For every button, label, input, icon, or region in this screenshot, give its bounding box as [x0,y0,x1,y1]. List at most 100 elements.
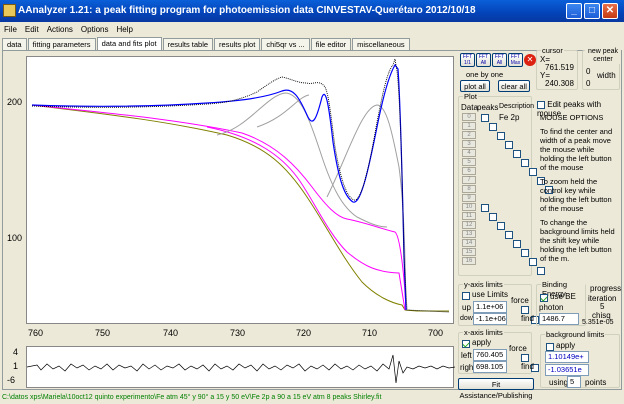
peak-row-checkbox[interactable] [489,122,497,131]
menu-help[interactable]: Help [116,24,133,34]
data-row-button[interactable]: 13 [462,230,476,238]
fit-all-2-icon[interactable]: FFT All [492,53,507,67]
mouse-options-p3: To change the background limits held the… [540,218,615,263]
peak-row-checkbox[interactable] [521,248,529,257]
window-title: AAnalyzer 1.21: a peak fitting program f… [18,5,476,16]
menu-actions[interactable]: Actions [46,24,73,34]
bg-limit-1-input[interactable]: 1.10149e+ [545,351,589,363]
data-row-button[interactable]: 0 [462,113,476,121]
tab-data[interactable]: data [2,38,27,50]
x-tick-700: 700 [428,328,444,338]
bg-apply-checkbox[interactable] [546,342,554,351]
peak-row-checkbox[interactable] [529,167,537,176]
menu-options[interactable]: Options [80,24,109,34]
fit-max-icon[interactable]: FFT Max [508,53,523,67]
peak-row-checkbox[interactable] [537,176,545,185]
data-row-button[interactable]: 6 [462,167,476,175]
fit-one-icon[interactable]: FFT 1/1 [460,53,475,67]
residual-plot[interactable]: 4 1 -6 [7,346,456,388]
menu-file[interactable]: File [4,24,17,34]
plot-all-button[interactable]: plot all [460,80,490,92]
maximize-button[interactable]: □ [584,3,600,19]
y-force-checkbox[interactable] [521,305,530,314]
peak-row-checkbox[interactable] [529,257,537,266]
y-use-limits-checkbox[interactable] [462,291,470,300]
peak-row-checkbox[interactable] [497,131,505,140]
edit-peaks-checkbox[interactable] [537,100,545,109]
fit-assistance-button[interactable]: Fit Assistance/Publishing [458,378,534,400]
background-title: background limits [545,330,606,339]
data-row-button[interactable]: 3 [462,140,476,148]
new-peak-width: 0 [586,79,591,88]
x-axis-limits-group: x-axis limits apply left 760.405 force r… [458,328,540,374]
y-axis-title: y-axis limits [463,280,504,289]
tab-chisqr-vs[interactable]: chi5qr vs ... [261,38,310,50]
data-row-button[interactable]: 11 [462,212,476,220]
app-icon [3,4,16,17]
binding-energy-group: Binding Energy use BE photon energy 1486… [536,280,586,326]
data-row-button[interactable]: 15 [462,248,476,256]
x-left-input[interactable]: 760.405 [473,349,507,361]
photon-energy-input[interactable]: 1486.7 [539,313,579,325]
tab-miscellaneous[interactable]: miscellaneous [352,38,410,50]
row-description: Fe 2p [499,113,520,122]
close-button[interactable]: ✕ [602,3,618,19]
data-row-button[interactable]: 8 [462,185,476,193]
new-peak-width-label: width [597,71,616,80]
peak-row-checkbox[interactable] [513,239,521,248]
peak-row-checkbox[interactable] [481,113,489,122]
x-force-checkbox[interactable] [521,353,530,362]
data-row-button[interactable]: 16 [462,257,476,265]
x-tick-740: 740 [163,328,179,338]
peak-row-checkbox[interactable] [521,158,529,167]
fit-toolbar: FFT 1/1 FFT All FFT All FFT Max ✕ [460,53,536,67]
peak-row-checkbox[interactable] [537,266,545,275]
peak-row-checkbox[interactable] [505,140,513,149]
minimize-button[interactable]: _ [566,3,582,19]
data-row-button[interactable]: 2 [462,131,476,139]
bg-points-label: points [585,378,607,387]
x-apply-checkbox[interactable] [462,339,470,348]
x-right-input[interactable]: 698.105 [473,361,507,373]
data-row-button[interactable]: 9 [462,194,476,202]
y-find-checkbox[interactable] [531,315,540,324]
menu-bar: File Edit Actions Options Help [0,22,624,36]
tab-results-table[interactable]: results table [162,38,214,50]
data-row-button[interactable]: 7 [462,176,476,184]
menu-edit[interactable]: Edit [24,24,39,34]
data-row-button[interactable]: 14 [462,239,476,247]
new-peak-box: new peak center 0 width 0 [582,48,621,90]
clear-all-button[interactable]: clear all [498,80,530,92]
peak-row-checkbox[interactable] [505,230,513,239]
tab-data-and-fits-plot[interactable]: data and fits plot [96,37,162,51]
x-right-label: right [460,363,476,372]
tab-file-editor[interactable]: file editor [310,38,352,50]
peak-row-checkbox[interactable] [513,149,521,158]
spectrum-plot[interactable]: 200 100 [7,56,454,324]
data-row-button[interactable]: 1 [462,122,476,130]
stop-icon[interactable]: ✕ [524,54,536,66]
data-row-button[interactable]: 4 [462,149,476,157]
data-row-button[interactable]: 5 [462,158,476,166]
progress-box: progress iteration 5 chisq 5.351e-05 [582,284,622,326]
tab-results-plot[interactable]: results plot [214,38,261,50]
peak-row-checkbox[interactable] [497,221,505,230]
y-down-input[interactable]: -1.1e+06 [473,313,507,325]
chisq-value: 5.351e-05 [582,319,614,326]
x-tick-760: 760 [28,328,44,338]
tab-fitting-parameters[interactable]: fitting parameters [27,38,96,50]
x-find-checkbox[interactable] [531,363,540,372]
data-row-button[interactable]: 12 [462,221,476,229]
bg-limit-2-input[interactable]: -1.03651e [545,364,589,376]
residual-svg [26,354,456,384]
use-be-checkbox[interactable] [540,293,548,302]
peak-row-checkbox[interactable] [489,212,497,221]
peak-row-checkbox[interactable] [481,203,489,212]
peak-row-checkbox[interactable] [545,185,553,194]
y-up-input[interactable]: 1.1e+06 [473,301,507,313]
fit-all-icon[interactable]: FFT All [476,53,491,67]
new-peak-title: new peak center [585,48,621,64]
y-use-limits-label: use Limits [472,290,509,299]
data-row-button[interactable]: 10 [462,203,476,211]
bg-using-input[interactable]: 5 [567,376,581,388]
